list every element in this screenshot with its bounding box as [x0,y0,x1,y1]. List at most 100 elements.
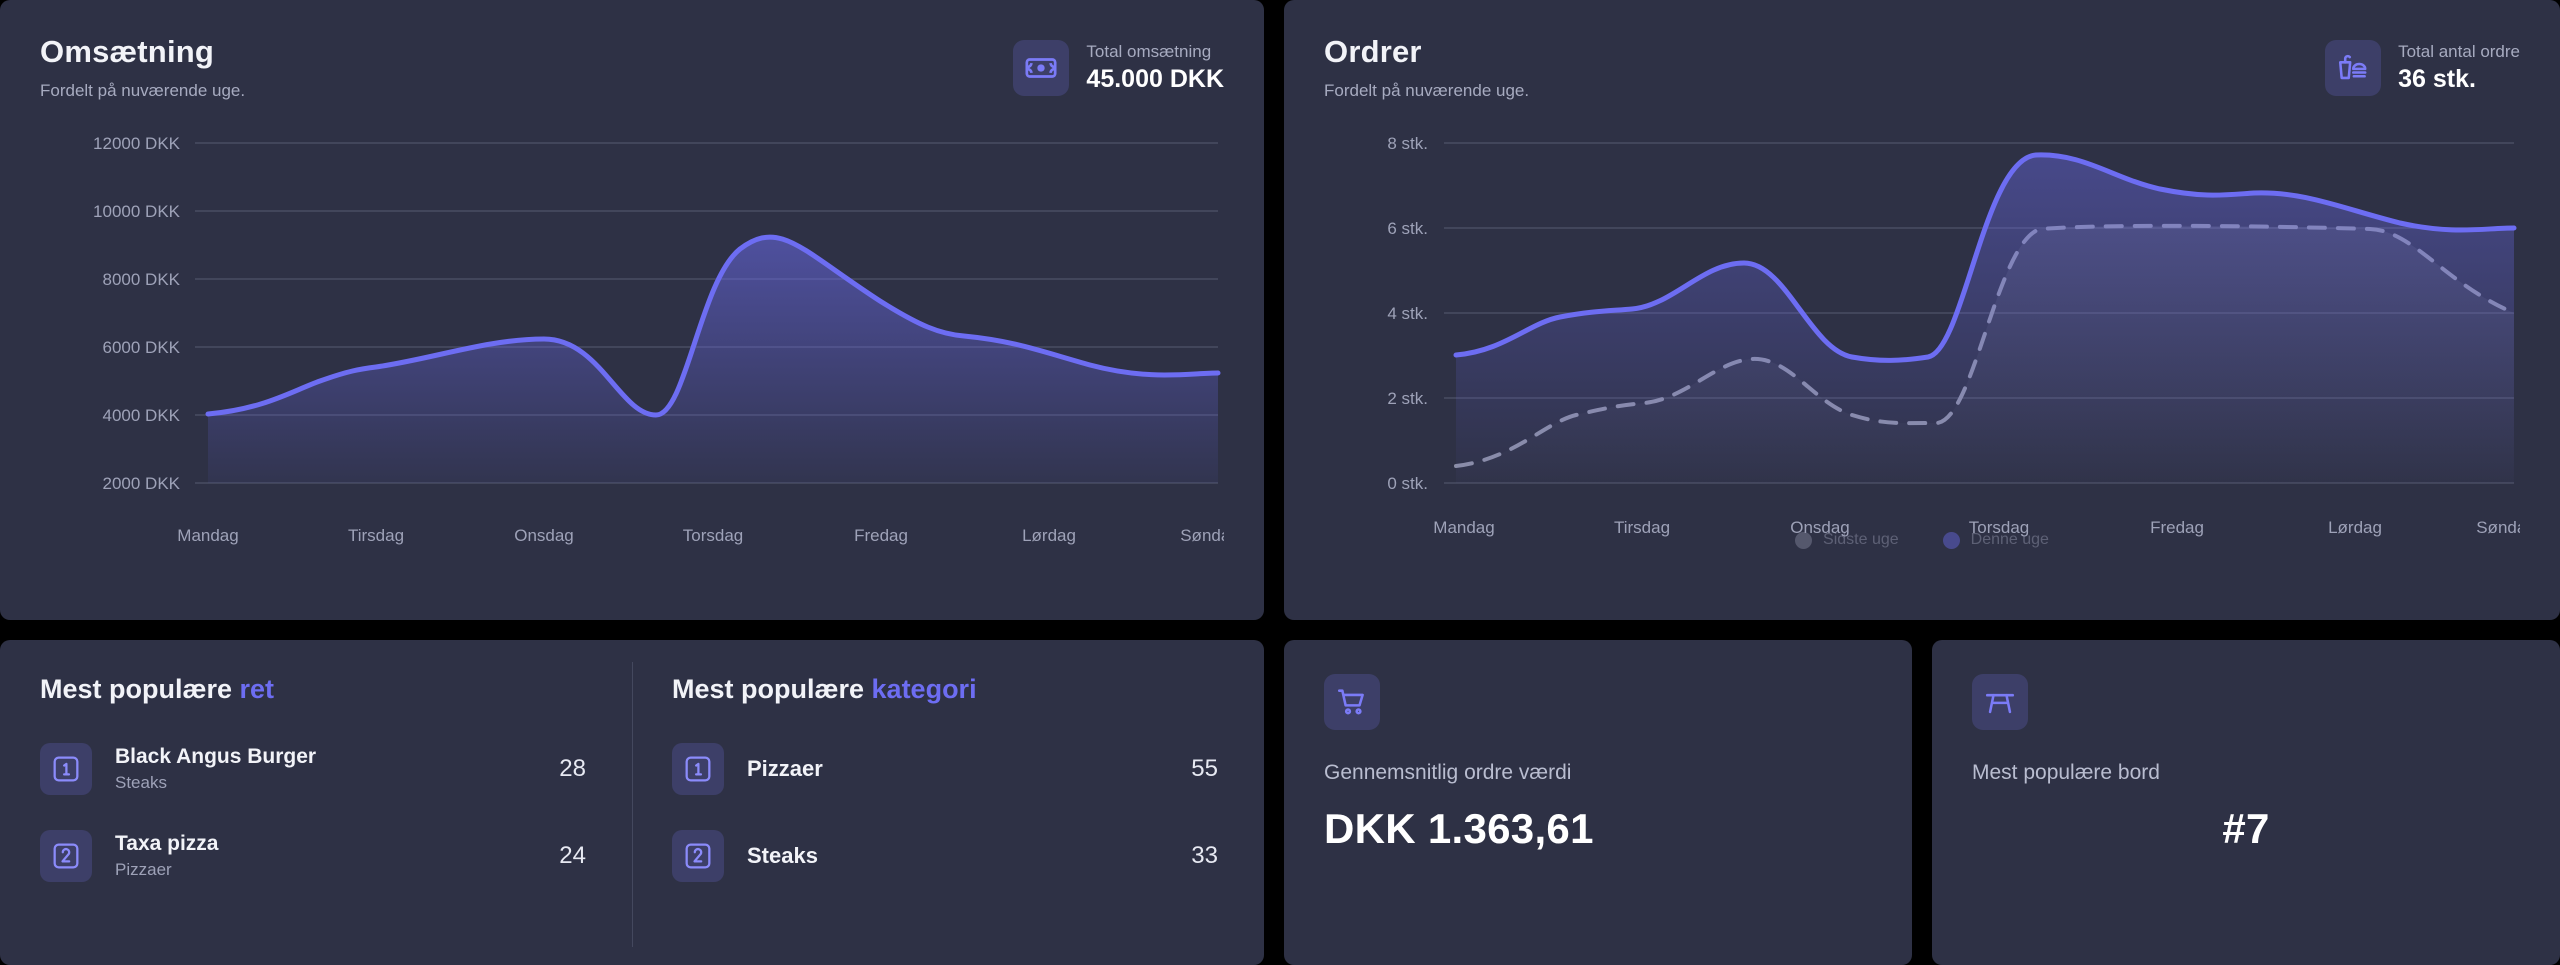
banknote-icon [1013,40,1070,96]
rank-2-icon [40,830,92,882]
popular-category-pane: Mest populære kategori Pizzaer 55 [632,640,1264,965]
orders-card-subtitle: Fordelt på nuværende uge. [1324,81,1530,100]
popular-dish-title-plain: Mest populære [40,674,240,704]
orders-xtick-2: Onsdag [1790,518,1850,537]
list-item-text: Taxa pizza Pizzaer [115,832,536,880]
fastfood-icon [2325,40,2382,96]
orders-y-axis: 8 stk. 6 stk. 4 stk. 2 stk. 0 stk. [1387,134,1428,493]
list-item[interactable]: Taxa pizza Pizzaer 24 [40,830,592,882]
revenue-xtick-0: Mandag [177,526,238,545]
total-orders-text: Total antal ordre 36 stk. [2398,41,2520,96]
list-item[interactable]: Pizzaer 55 [672,743,1224,795]
category-name: Pizzaer [747,756,823,781]
revenue-ytick-1: 10000 DKK [93,202,181,221]
orders-ytick-1: 6 stk. [1387,219,1428,238]
orders-card-header: Ordrer Fordelt på nuværende uge. Total a… [1284,0,2560,101]
legend-dot-last-week [1795,531,1813,549]
average-order-value-amount: DKK 1.363,61 [1324,805,1594,852]
revenue-ytick-4: 4000 DKK [103,406,181,425]
revenue-ytick-0: 12000 DKK [93,134,181,153]
popularity-card: Mest populære ret Black Angus Burger Ste… [0,640,1264,965]
rank-2-icon [672,830,724,882]
total-orders-kpi: Total antal ordre 36 stk. [2325,34,2520,96]
orders-xtick-0: Mandag [1433,518,1494,537]
revenue-card-subtitle: Fordelt på nuværende uge. [40,81,246,100]
list-item[interactable]: Black Angus Burger Steaks 28 [40,743,592,795]
rank-1-icon [672,743,724,795]
orders-xtick-6: Søndag [2476,518,2520,537]
list-item-text: Steaks [747,843,1168,869]
total-revenue-text: Total omsætning 45.000 DKK [1086,41,1224,96]
popular-dish-title-accent: ret [239,674,275,704]
rank-1-icon [40,743,92,795]
dish-count: 24 [559,842,586,869]
orders-ytick-2: 4 stk. [1387,304,1428,323]
revenue-card-header: Omsætning Fordelt på nuværende uge. Tota… [0,0,1264,101]
revenue-y-axis: 12000 DKK 10000 DKK 8000 DKK 6000 DKK 40… [93,134,181,493]
total-orders-value: 36 stk. [2398,65,2476,93]
revenue-card-titles: Omsætning Fordelt på nuværende uge. [40,34,245,101]
revenue-ytick-5: 2000 DKK [103,474,181,493]
revenue-chart-svg: 12000 DKK 10000 DKK 8000 DKK 6000 DKK 40… [93,134,1224,545]
revenue-xtick-2: Onsdag [514,526,574,545]
orders-x-axis: Mandag Tirsdag Onsdag Torsdag Fredag Lør… [1433,518,2520,537]
orders-card: Ordrer Fordelt på nuværende uge. Total a… [1284,0,2560,620]
revenue-ytick-3: 6000 DKK [103,338,181,357]
total-revenue-value: 45.000 DKK [1086,65,1224,93]
picnic-table-icon [1972,674,2028,730]
orders-chart: 8 stk. 6 stk. 4 stk. 2 stk. 0 stk. Manda… [1284,101,2560,549]
list-item[interactable]: Steaks 33 [672,830,1224,882]
category-count: 55 [1191,755,1218,782]
revenue-xtick-3: Torsdag [683,526,743,545]
dish-count: 28 [559,755,586,782]
total-revenue-kpi: Total omsætning 45.000 DKK [1013,34,1224,96]
orders-chart-svg: 8 stk. 6 stk. 4 stk. 2 stk. 0 stk. Manda… [1387,134,2520,537]
popular-table-label: Mest populære bord [1972,761,2160,784]
popular-table-value: #7 [2222,805,2270,852]
popular-category-list: Pizzaer 55 Steaks [672,743,1224,882]
popular-dish-title: Mest populære ret [40,674,592,705]
popular-table-card: Mest populære bord #7 [1932,640,2560,965]
revenue-ytick-2: 8000 DKK [103,270,181,289]
average-order-value-label: Gennemsnitlig ordre værdi [1324,761,1572,784]
dish-name: Black Angus Burger [115,745,317,768]
dish-category: Pizzaer [115,860,172,879]
revenue-xtick-5: Lørdag [1022,526,1076,545]
orders-ytick-4: 0 stk. [1387,474,1428,493]
orders-xtick-5: Lørdag [2328,518,2382,537]
legend-item-last-week[interactable]: Sidste uge [1795,531,1899,549]
orders-xtick-4: Fredag [2150,518,2204,537]
legend-label-last-week: Sidste uge [1823,531,1899,548]
shopping-cart-icon [1324,674,1380,730]
popular-dish-list: Black Angus Burger Steaks 28 [40,743,592,882]
revenue-xtick-1: Tirsdag [348,526,404,545]
list-item-text: Black Angus Burger Steaks [115,745,536,793]
legend-label-this-week: Denne uge [1970,531,2049,548]
category-count: 33 [1191,842,1218,869]
popular-category-title: Mest populære kategori [672,674,1224,705]
legend-item-this-week[interactable]: Denne uge [1942,531,2049,549]
orders-current-area [1456,154,2514,484]
orders-xtick-1: Tirsdag [1614,518,1670,537]
legend-dot-this-week [1942,531,1960,549]
orders-ytick-0: 8 stk. [1387,134,1428,153]
category-name: Steaks [747,843,818,868]
revenue-card-title: Omsætning [40,34,215,69]
total-revenue-label: Total omsætning [1086,41,1212,61]
popularity-split: Mest populære ret Black Angus Burger Ste… [0,640,1264,965]
revenue-card: Omsætning Fordelt på nuværende uge. Tota… [0,0,1264,620]
orders-card-titles: Ordrer Fordelt på nuværende uge. [1324,34,1529,101]
dish-name: Taxa pizza [115,832,219,855]
orders-ytick-3: 2 stk. [1387,389,1428,408]
popular-category-title-plain: Mest populære [672,674,872,704]
list-item-text: Pizzaer [747,756,1168,782]
orders-card-title: Ordrer [1324,34,1422,69]
orders-current-line [1453,152,2517,363]
revenue-chart: 12000 DKK 10000 DKK 8000 DKK 6000 DKK 40… [0,101,1264,563]
revenue-xtick-4: Fredag [854,526,908,545]
total-orders-label: Total antal ordre [2398,41,2520,61]
stat-cards-row: Gennemsnitlig ordre værdi DKK 1.363,61 M… [1284,640,2560,965]
revenue-xtick-6: Søndag [1180,526,1224,545]
popular-category-title-accent: kategori [871,674,977,704]
